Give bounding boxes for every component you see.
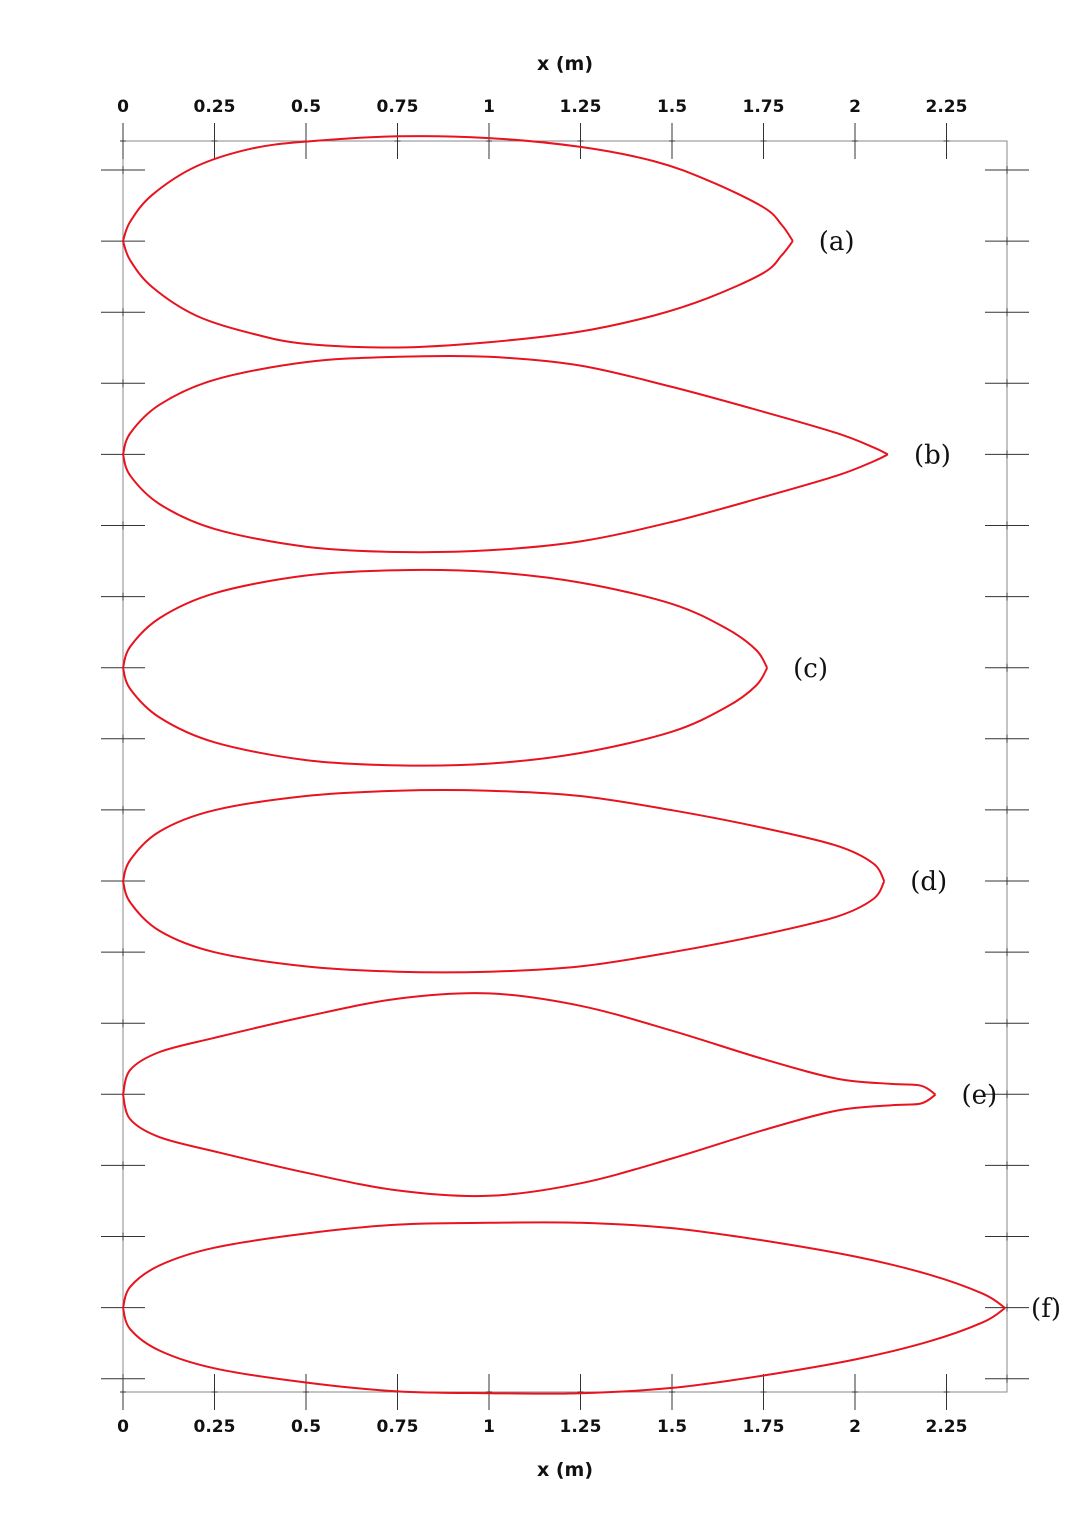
plot-frame [122,140,1008,1393]
axis-ticks [101,123,1029,1410]
profile-curves [122,135,1006,1395]
profile-1-lower-curve [122,240,794,349]
x-tick-label-bottom: 1.25 [560,1417,602,1437]
profile-2-upper-curve [122,354,889,456]
profile-3-lower-curve [122,667,769,767]
x-tick-label-top: 0.75 [377,97,419,117]
x-tick-label-top: 1 [483,97,495,117]
profile-6-lower-curve [122,1307,1006,1395]
x-tick-label-top: 1.5 [657,97,687,117]
profile-label: (e) [962,1081,998,1111]
profile-4-lower-curve [122,880,886,974]
profile-4-upper-curve [122,789,886,882]
profile-labels: (a) (b) (c) (d) (e) (f) [793,227,1061,1324]
tick-labels: 0 0 0.25 0.25 0.5 0.5 0.75 0.75 1 1 1.25 1.25 1.5 1.5… [117,97,967,1437]
x-tick-label-bottom: 0.75 [377,1417,419,1437]
profile-5-lower-curve [122,1093,937,1198]
profile-label: (c) [793,654,828,684]
x-tick-label-top: 0 [117,97,129,117]
profile-6-upper-curve [122,1221,1006,1309]
x-tick-label-top: 2 [849,97,861,117]
x-tick-label-top: 0.25 [194,97,236,117]
x-tick-label-bottom: 2.25 [926,1417,968,1437]
profile-label: (b) [914,440,951,470]
x-tick-label-bottom: 0.25 [194,1417,236,1437]
profile-label: (f) [1031,1294,1061,1324]
profile-label: (d) [910,867,947,897]
x-tick-label-bottom: 0.5 [291,1417,321,1437]
x-tick-label-bottom: 1.5 [657,1417,687,1437]
x-tick-label-top: 0.5 [291,97,321,117]
profile-5-upper-curve [122,992,937,1096]
x-axis-title-bottom: x (m) [537,1459,593,1481]
profile-1-upper-curve [122,135,794,242]
profile-label: (a) [819,227,855,257]
x-tick-label-bottom: 2 [849,1417,861,1437]
x-tick-label-top: 2.25 [926,97,968,117]
x-axis-title-top: x (m) [537,53,593,75]
x-tick-label-bottom: 0 [117,1417,129,1437]
x-tick-label-top: 1.75 [743,97,785,117]
x-tick-label-top: 1.25 [560,97,602,117]
x-tick-label-bottom: 1 [483,1417,495,1437]
x-tick-label-bottom: 1.75 [743,1417,785,1437]
profile-2-lower-curve [122,453,889,554]
profile-3-upper-curve [122,568,769,669]
